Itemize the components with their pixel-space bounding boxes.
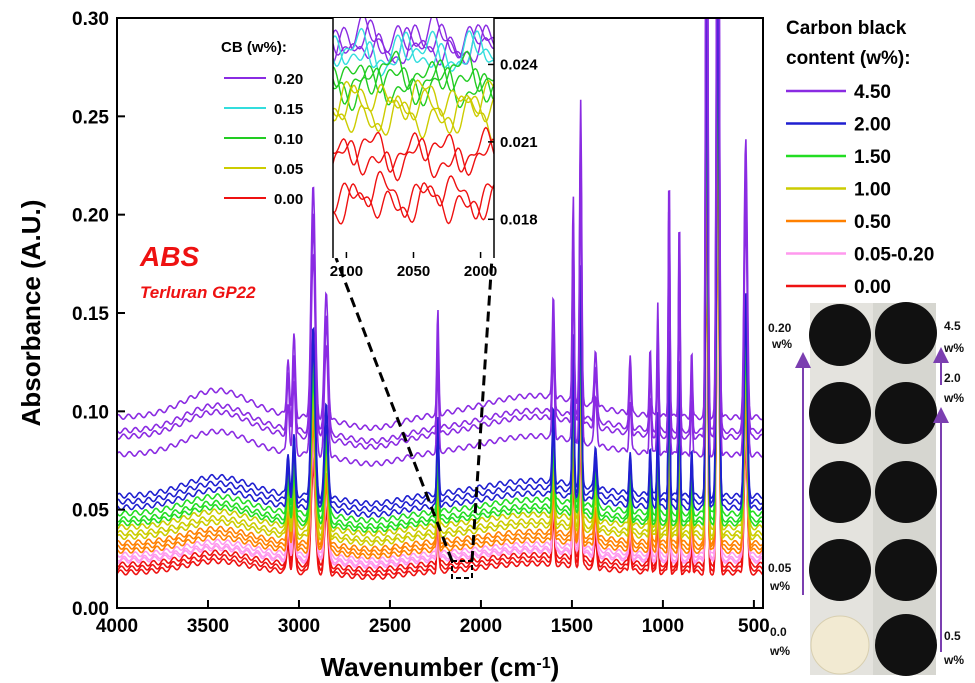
inset-legend-label: 0.10 bbox=[274, 131, 303, 148]
y-tick-label: 0.05 bbox=[72, 501, 109, 522]
sample-photo: 0.20 w% 0.05 w% 0.0 w% 4.5 w% 2.0 w% 0.5… bbox=[768, 302, 964, 676]
photo-label-left: 0.0 bbox=[770, 625, 787, 639]
photo-label-right-unit: w% bbox=[943, 653, 964, 667]
photo-label-left-unit: w% bbox=[771, 337, 792, 351]
y-tick-label: 0.15 bbox=[72, 304, 109, 325]
sample-disc bbox=[809, 539, 871, 601]
inset-chart: 2100 2050 2000 0.024 0.021 0.018 CB (w%): 0.… bbox=[221, 18, 538, 280]
legend-label: 1.00 bbox=[854, 180, 891, 201]
inset-y-tick-label: 0.021 bbox=[500, 134, 538, 151]
inset-legend-label: 0.00 bbox=[274, 191, 303, 208]
inset-line-0.20 bbox=[333, 19, 494, 66]
sample-disc bbox=[875, 539, 937, 601]
x-tick-label: 1000 bbox=[642, 616, 684, 637]
y-tick-label: 0.10 bbox=[72, 402, 109, 423]
inset-legend: 0.20 0.15 0.10 0.05 0.00 bbox=[224, 71, 303, 208]
inset-line-0.20 bbox=[333, 18, 494, 59]
spectrum-line-2.00 bbox=[117, 18, 763, 518]
y-tick-label: 0.30 bbox=[72, 9, 109, 30]
spectra-series-group bbox=[117, 18, 763, 581]
inset-y-tick-label: 0.018 bbox=[500, 211, 538, 228]
inset-x-tick-label: 2050 bbox=[397, 263, 430, 280]
photo-label-right: 0.5 bbox=[944, 629, 961, 643]
x-tick-label: 3500 bbox=[187, 616, 229, 637]
inset-y-ticks: 0.024 0.021 0.018 bbox=[488, 56, 538, 228]
inset-line-0.05 bbox=[333, 84, 494, 135]
photo-label-left-unit: w% bbox=[769, 579, 790, 593]
spectrum-line-0.00 bbox=[117, 201, 763, 581]
legend-label: 0.05-0.20 bbox=[854, 245, 934, 266]
inset-x-tick-label: 2100 bbox=[330, 263, 363, 280]
inset-line-0.00 bbox=[333, 126, 494, 173]
inset-line-0.10 bbox=[333, 50, 494, 95]
sample-disc bbox=[875, 614, 937, 676]
x-tick-label: 4000 bbox=[96, 616, 138, 637]
inset-x-ticks: 2100 2050 2000 bbox=[330, 252, 497, 280]
x-tick-label: 2500 bbox=[369, 616, 411, 637]
photo-label-right: 4.5 bbox=[944, 319, 961, 333]
sample-disc-clear bbox=[810, 615, 870, 675]
inset-x-tick-label: 2000 bbox=[464, 263, 497, 280]
inset-line-0.10 bbox=[333, 59, 494, 106]
legend-label: 4.50 bbox=[854, 82, 891, 103]
sample-disc bbox=[875, 302, 937, 364]
zoom-region-box bbox=[451, 560, 473, 579]
inset-line-0.00 bbox=[333, 182, 494, 225]
y-tick-label: 0.20 bbox=[72, 206, 109, 227]
zoom-connector-right bbox=[470, 257, 494, 562]
sample-disc bbox=[809, 461, 871, 523]
inset-line-0.15 bbox=[333, 27, 494, 69]
x-tick-label: 1500 bbox=[551, 616, 593, 637]
legend-title-line1: Carbon black bbox=[786, 18, 907, 39]
x-tick-label: 3000 bbox=[278, 616, 320, 637]
inset-line-0.05 bbox=[333, 79, 494, 122]
sample-disc bbox=[809, 304, 871, 366]
photo-label-left-unit: w% bbox=[769, 644, 790, 658]
legend-label: 2.00 bbox=[854, 115, 891, 136]
annotation-title: ABS bbox=[139, 241, 199, 272]
sample-disc bbox=[875, 382, 937, 444]
inset-line-0.00 bbox=[333, 137, 494, 182]
sample-disc bbox=[875, 461, 937, 523]
spectrum-line-4.50 bbox=[117, 18, 763, 467]
annotation-subtitle: Terluran GP22 bbox=[140, 283, 256, 302]
legend-label: 1.50 bbox=[854, 147, 891, 168]
inset-legend-title: CB (w%): bbox=[221, 39, 287, 56]
inset-series-group bbox=[333, 18, 494, 225]
y-axis-title: Absorbance (A.U.) bbox=[16, 200, 46, 427]
inset-line-0.00 bbox=[333, 170, 494, 220]
photo-label-left: 0.20 bbox=[768, 321, 792, 335]
y-tick-label: 0.00 bbox=[72, 599, 109, 620]
inset-legend-label: 0.05 bbox=[274, 161, 303, 178]
x-tick-label: 2000 bbox=[460, 616, 502, 637]
photo-label-right-unit: w% bbox=[943, 391, 964, 405]
inset-legend-label: 0.20 bbox=[274, 71, 303, 88]
legend-label: 0.50 bbox=[854, 212, 891, 233]
y-axis-ticks: 0.00 0.05 0.10 0.15 0.20 0.25 0.30 bbox=[72, 9, 125, 620]
y-tick-label: 0.25 bbox=[72, 107, 109, 128]
photo-label-right-unit: w% bbox=[943, 341, 964, 355]
spectrum-line-0.05-0.20 bbox=[117, 160, 763, 569]
legend-label: 0.00 bbox=[854, 277, 891, 298]
legend-title-line2: content (w%): bbox=[786, 48, 911, 69]
inset-line-0.05 bbox=[333, 95, 494, 144]
sample-disc bbox=[809, 382, 871, 444]
spectrum-line-0.50 bbox=[117, 124, 763, 560]
x-tick-label: 500 bbox=[738, 616, 770, 637]
x-axis-title: Wavenumber (cm-1) bbox=[321, 652, 560, 682]
photo-label-left: 0.05 bbox=[768, 561, 792, 575]
main-legend: Carbon black content (w%): 4.50 2.00 1.50 1… bbox=[786, 18, 934, 298]
inset-legend-label: 0.15 bbox=[274, 101, 303, 118]
legend-entries: 4.50 2.00 1.50 1.00 0.50 0.05-0.20 0.00 bbox=[786, 82, 934, 298]
zoom-connector-left bbox=[334, 257, 454, 562]
spectrum-line-1.50 bbox=[117, 19, 763, 534]
inset-line-0.15 bbox=[333, 30, 494, 77]
x-axis-ticks: 4000 3500 3000 2500 2000 1500 1000 500 bbox=[96, 600, 770, 637]
inset-y-tick-label: 0.024 bbox=[500, 56, 538, 73]
inset-line-0.10 bbox=[333, 67, 494, 112]
photo-label-right: 2.0 bbox=[944, 371, 961, 385]
